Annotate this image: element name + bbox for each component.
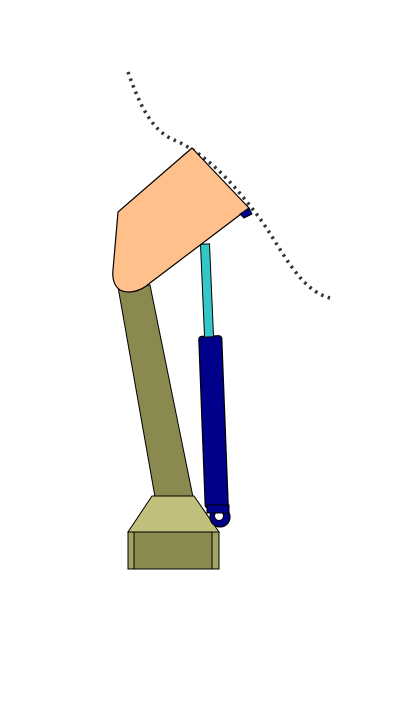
base-block	[127, 495, 220, 570]
inclined-column	[117, 284, 194, 498]
dotted-trajectory-path	[126, 71, 331, 300]
top-pivot-joint	[239, 207, 253, 219]
piston-rod	[199, 243, 215, 338]
upper-arm-body	[112, 147, 250, 293]
hydraulic-cylinder	[198, 335, 229, 509]
base-left-face	[127, 531, 135, 570]
base-top-face	[127, 495, 220, 533]
bottom-pivot-joint	[206, 504, 231, 528]
base-front-face	[133, 531, 213, 570]
base-right-face	[211, 531, 220, 570]
